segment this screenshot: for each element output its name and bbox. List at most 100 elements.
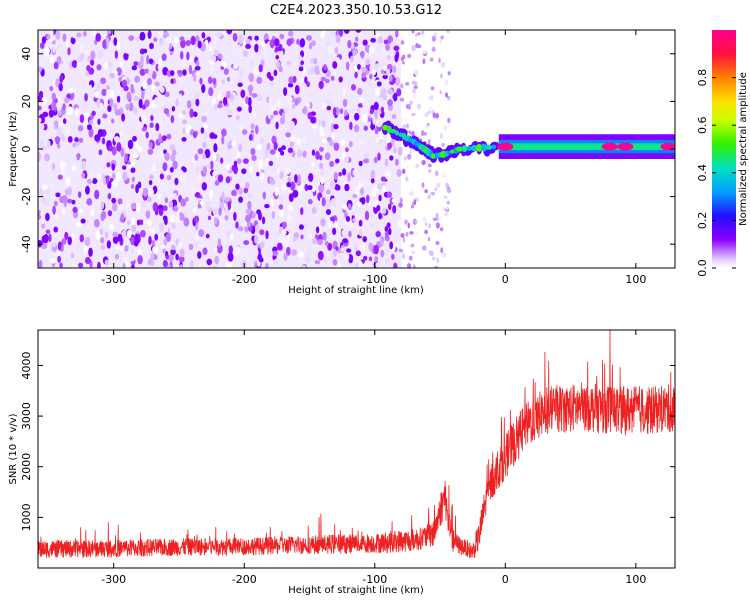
signal-cell [394, 130, 399, 136]
speckle-cell [245, 209, 250, 214]
speckle-cell [133, 61, 139, 66]
snr-ticks: -300 -200 -100 0 100 1000 2000 3000 4000 [20, 330, 675, 586]
speckle-cell [274, 38, 280, 47]
speckle-cell [208, 46, 213, 52]
speckle-cell [358, 97, 363, 104]
speckle-cell [159, 86, 165, 93]
speckle-cell [135, 37, 141, 42]
speckle-cell [70, 252, 75, 259]
speckle-cell [153, 37, 158, 43]
speckle-cell [319, 155, 323, 161]
speckle-cell [83, 49, 90, 56]
speckle-cell [209, 189, 213, 200]
speckle-cell [254, 43, 259, 53]
speckle-cell [94, 90, 100, 99]
speckle-cell [166, 174, 172, 181]
speckle-cell [306, 229, 310, 238]
speckle-cell [158, 77, 164, 84]
speckle-cell [106, 89, 112, 97]
snr-content [38, 330, 675, 559]
speckle-cell [177, 140, 182, 146]
speckle-cell [292, 189, 299, 198]
speckle-cell [67, 47, 71, 56]
speckle-cell [95, 32, 101, 42]
speckle-cell [397, 219, 402, 228]
speckle-cell [294, 97, 299, 106]
speckle-cell [51, 162, 56, 171]
speckle-cell [363, 153, 370, 158]
speckle-cell [39, 123, 45, 130]
y-tick-label: 4000 [20, 351, 33, 379]
speckle-cell-sparse [417, 32, 421, 36]
speckle-cell [294, 174, 298, 183]
speckle-cell [369, 108, 374, 115]
speckle-cell [168, 254, 174, 263]
speckle-cell [130, 202, 137, 210]
speckle-cell [90, 208, 95, 216]
speckle-cell [151, 102, 155, 108]
speckle-cell [46, 140, 51, 149]
speckle-cell [258, 44, 263, 55]
speckle-cell [379, 130, 384, 139]
y-tick-label: 40 [20, 47, 33, 61]
speckle-cell [158, 207, 164, 217]
speckle-cell [256, 94, 263, 102]
speckle-cell [207, 76, 213, 84]
speckle-cell-sparse [401, 125, 405, 130]
speckle-cell [297, 173, 302, 182]
speckle-cell [285, 132, 291, 138]
speckle-cell [130, 167, 136, 173]
speckle-cell [128, 164, 132, 170]
speckle-cell [212, 134, 218, 139]
y-tick-label: 0 [20, 146, 33, 153]
speckle-cell [109, 72, 115, 79]
speckle-cell [194, 92, 200, 102]
speckle-cell [302, 189, 307, 195]
speckle-cell [153, 195, 158, 202]
speckle-cell [71, 232, 75, 242]
speckle-cell [139, 229, 146, 238]
speckle-cell [224, 196, 231, 202]
speckle-cell-sparse [434, 187, 438, 192]
speckle-cell-sparse [424, 189, 428, 194]
speckle-cell [189, 108, 194, 118]
speckle-cell-sparse [400, 232, 405, 238]
colorbar-tick-label: 0.0 [696, 259, 709, 277]
speckle-cell [349, 121, 353, 131]
speckle-cell [88, 84, 93, 93]
speckle-cell [48, 123, 55, 131]
speckle-cell [249, 165, 254, 173]
speckle-cell [65, 176, 71, 186]
speckle-cell [122, 171, 129, 181]
speckle-cell [137, 165, 143, 173]
speckle-cell [43, 233, 49, 244]
speckle-cell [251, 60, 255, 67]
speckle-cell [359, 242, 366, 253]
speckle-cell [51, 101, 57, 110]
speckle-cell [197, 174, 203, 180]
signal-cell [491, 144, 497, 150]
speckle-cell-sparse [405, 232, 409, 237]
speckle-cell [99, 168, 103, 176]
speckle-cell [133, 107, 138, 115]
speckle-cell [360, 203, 366, 209]
speckle-cell [345, 215, 351, 222]
speckle-cell [369, 221, 375, 229]
speckle-cell [40, 211, 44, 217]
speckle-cell [197, 115, 203, 124]
speckle-cell-sparse [407, 53, 412, 58]
speckle-cell [115, 245, 121, 250]
speckle-cell [115, 87, 120, 97]
speckle-cell [185, 40, 191, 46]
speckle-cell [42, 111, 49, 118]
speckle-cell [236, 44, 241, 51]
speckle-cell [341, 88, 346, 97]
speckle-cell [294, 84, 300, 95]
speckle-cell [352, 193, 358, 199]
speckle-cell [155, 164, 161, 171]
speckle-cell [373, 156, 378, 164]
speckle-cell [242, 50, 248, 58]
speckle-cell [233, 212, 237, 221]
speckle-cell [220, 157, 224, 164]
speckle-cell [318, 119, 322, 126]
